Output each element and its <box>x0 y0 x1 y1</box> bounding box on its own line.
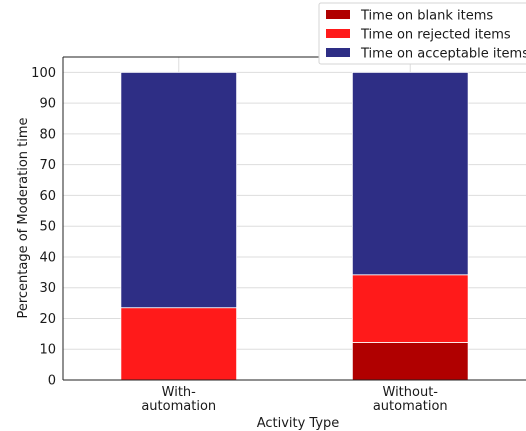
legend-swatch <box>326 10 350 19</box>
y-tick-label: 10 <box>39 343 56 358</box>
y-tick-label: 20 <box>39 312 56 327</box>
legend-frame <box>318 2 526 65</box>
y-tick-label: 70 <box>39 158 56 173</box>
bar-segment <box>120 71 238 309</box>
bars <box>120 71 469 381</box>
y-tick-label: 60 <box>39 189 56 204</box>
x-tick-label: With- <box>162 385 197 400</box>
y-tick-label: 0 <box>48 374 56 389</box>
y-tick-labels: 0 10 20 30 40 50 60 70 80 90 100 <box>31 66 56 389</box>
x-tick-label: automation <box>141 399 216 414</box>
bar-segment <box>120 307 238 381</box>
legend-label: Time on blank items <box>360 9 493 24</box>
y-tick-label: 30 <box>39 281 56 296</box>
x-tick-label: automation <box>373 399 448 414</box>
legend-label: Time on acceptable items <box>360 47 526 62</box>
legend: Time on blank items Time on rejected item… <box>318 2 526 65</box>
legend-label: Time on rejected items <box>360 28 511 43</box>
bar-segment <box>351 342 469 381</box>
legend-swatch <box>326 29 350 38</box>
y-tick-label: 100 <box>31 66 56 81</box>
y-axis-label: Percentage of Moderation time <box>16 117 31 318</box>
bar-segment <box>351 274 469 343</box>
y-tick-label: 80 <box>39 127 56 142</box>
bar-segment <box>351 71 469 276</box>
y-tick-label: 90 <box>39 97 56 112</box>
y-tick-label: 40 <box>39 250 56 265</box>
x-axis-label: Activity Type <box>257 416 340 431</box>
legend-swatch <box>326 48 350 57</box>
x-tick-label: Without- <box>383 385 439 400</box>
y-tick-label: 50 <box>39 220 56 235</box>
